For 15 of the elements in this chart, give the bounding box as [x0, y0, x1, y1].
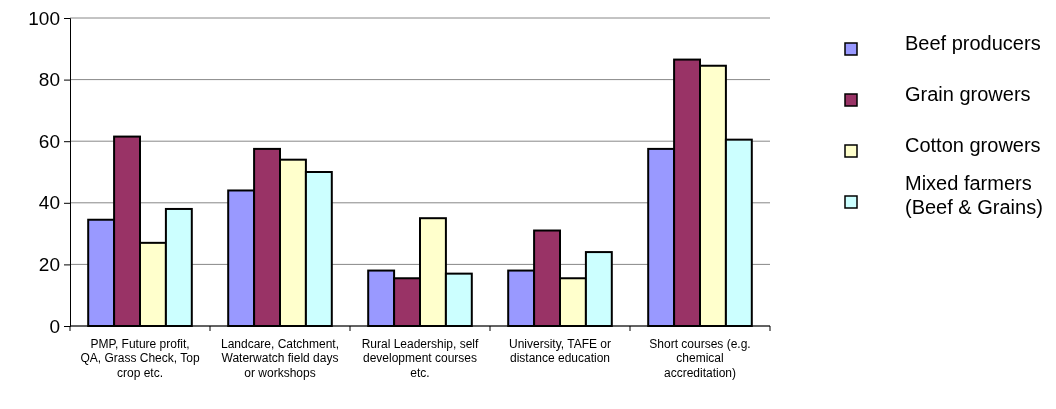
x-tick-label: Rural Leadership, self development courses etc.	[361, 337, 480, 380]
x-tick-label: PMP, Future profit, QA, Grass Check, Top crop etc.	[80, 337, 200, 380]
x-tick-label: Landcare, Catchment, Waterwatch field days or workshops	[220, 337, 340, 380]
x-tick-label: Short courses (e.g. chemical accreditation)	[649, 337, 751, 380]
y-tick-label: 60	[38, 130, 60, 152]
y-tick-label: 100	[28, 7, 60, 29]
x-tick-label: University, TAFE or distance education	[508, 337, 612, 366]
y-tick-label: 80	[38, 69, 60, 91]
legend-label: Grain growers	[905, 83, 1031, 105]
y-tick-label: 20	[38, 253, 60, 275]
y-tick-label: 0	[49, 315, 60, 337]
legend-label: Cotton growers	[905, 134, 1041, 156]
legend-label: Mixed farmers (Beef & Grains)	[905, 172, 1043, 218]
legend-label: Beef producers	[905, 32, 1041, 54]
y-tick-label: 40	[38, 192, 60, 214]
